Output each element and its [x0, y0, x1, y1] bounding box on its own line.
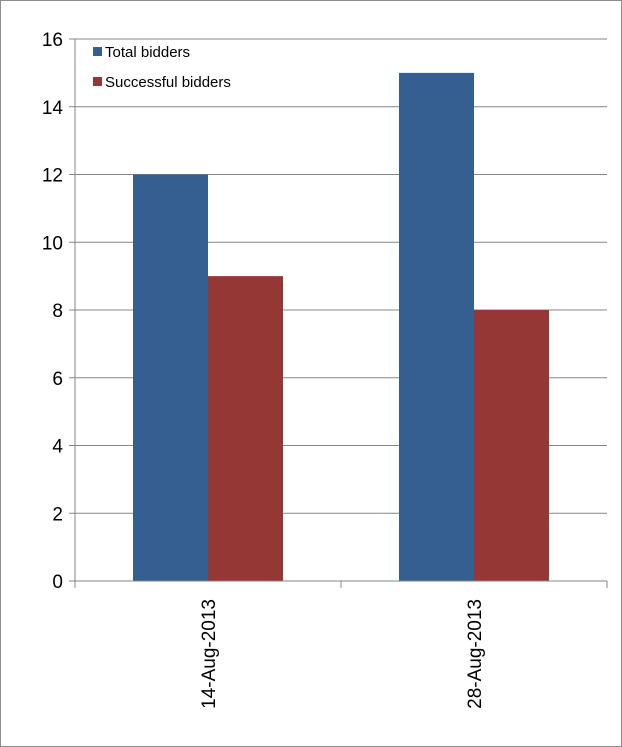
x-tick-label-14-Aug-2013: 14-Aug-2013	[199, 599, 220, 709]
y-tick-label-2: 2	[52, 504, 63, 525]
bar-successful-bidders-28-Aug-2013	[474, 310, 549, 581]
legend-swatch-0	[93, 47, 102, 56]
y-tick-label-14: 14	[42, 98, 64, 119]
x-tick-label-28-Aug-2013: 28-Aug-2013	[465, 599, 486, 709]
legend-label-1: Successful bidders	[105, 74, 231, 91]
legend: Total bidders Successful bidders	[93, 44, 231, 91]
legend-label-0: Total bidders	[105, 44, 190, 61]
axes: 0 2 4 6 8 10 12 14 16 14-Aug-2013 28-Aug-2013	[42, 30, 608, 709]
y-tick-label-4: 4	[52, 437, 63, 458]
y-tick-label-0: 0	[52, 572, 63, 593]
y-tick-label-16: 16	[42, 30, 63, 51]
bars	[133, 72, 549, 581]
y-tick-label-12: 12	[42, 166, 63, 187]
bar-total-bidders-28-Aug-2013	[399, 72, 474, 581]
bar-successful-bidders-14-Aug-2013	[208, 276, 283, 581]
legend-swatch-1	[93, 77, 102, 86]
bar-total-bidders-14-Aug-2013	[133, 174, 208, 581]
y-tick-label-8: 8	[52, 301, 63, 322]
y-tick-label-6: 6	[52, 369, 63, 390]
y-tick-label-10: 10	[42, 233, 63, 254]
